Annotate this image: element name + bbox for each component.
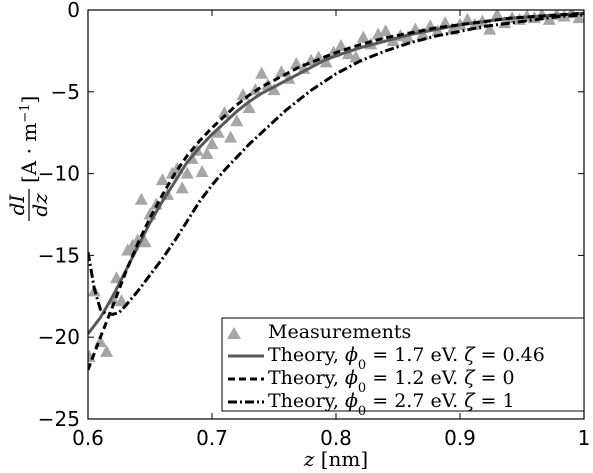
measurement-point (100, 344, 114, 357)
plot-area (87, 9, 585, 420)
measurement-point (379, 24, 393, 37)
series-measurements (88, 10, 584, 362)
measurement-point (155, 173, 169, 186)
y-axis-label: dI dz [A · m−1] (5, 96, 52, 221)
legend: Measurements Theory, ϕ0 = 1.7 eV. ζ = 0.… (221, 317, 585, 419)
measurement-point (242, 101, 256, 114)
legend-marker-measurements (227, 327, 241, 339)
y-tick-label: 0 (67, 0, 80, 22)
measurement-point (371, 27, 385, 40)
y-tick-label: −10 (38, 162, 80, 186)
y-tick-label: −25 (38, 407, 80, 431)
measurement-point (134, 192, 148, 205)
measurement-point (217, 106, 231, 119)
measurement-point (267, 83, 281, 96)
x-tick-label: 0.9 (444, 426, 476, 450)
measurement-point (319, 55, 333, 68)
x-tick-label: 0.6 (72, 426, 104, 450)
measurement-point (572, 11, 584, 24)
measurement-point (483, 22, 497, 35)
series-theory-dashed (88, 11, 584, 371)
measurement-point (438, 16, 452, 29)
measurement-point (211, 125, 225, 138)
y-tick-label: −20 (38, 325, 80, 349)
measurement-point (200, 146, 214, 159)
y-tick-label: −15 (38, 243, 80, 267)
measurement-point (248, 83, 262, 96)
legend-label-measurements: Measurements (268, 321, 411, 343)
measurement-point (356, 30, 370, 43)
x-axis-label: z [nm] (303, 447, 368, 471)
measurement-point (138, 235, 152, 248)
x-tick-label: 1 (578, 426, 591, 450)
series-theory-solid (88, 11, 584, 335)
x-tick-label: 0.7 (196, 426, 228, 450)
measurement-point (401, 30, 415, 43)
svg-text:[A · m−1]: [A · m−1] (17, 96, 41, 183)
measurement-point (205, 137, 219, 150)
measurement-point (195, 164, 209, 177)
measurement-point (180, 166, 194, 179)
measurement-point (349, 50, 363, 63)
measurement-point (490, 10, 504, 20)
series-theory-dashdot (88, 13, 584, 316)
measurement-point (255, 66, 269, 79)
measurement-point (289, 56, 303, 69)
svg-text:dz: dz (28, 193, 52, 217)
legend-label-theory-3: Theory, ϕ0 = 2.7 eV. ζ = 1 (268, 390, 515, 419)
y-tick-label: −5 (51, 80, 80, 104)
measurement-point (114, 294, 128, 307)
x-tick-label: 0.8 (320, 426, 352, 450)
measurement-point (175, 181, 189, 194)
svg-text:dI: dI (5, 194, 29, 216)
measurement-point (230, 114, 244, 127)
measurement-point (542, 12, 556, 25)
measurement-point (224, 130, 238, 143)
measurement-point (334, 38, 348, 51)
x-axis: 0.6 0.7 0.8 0.9 1 (72, 10, 590, 450)
